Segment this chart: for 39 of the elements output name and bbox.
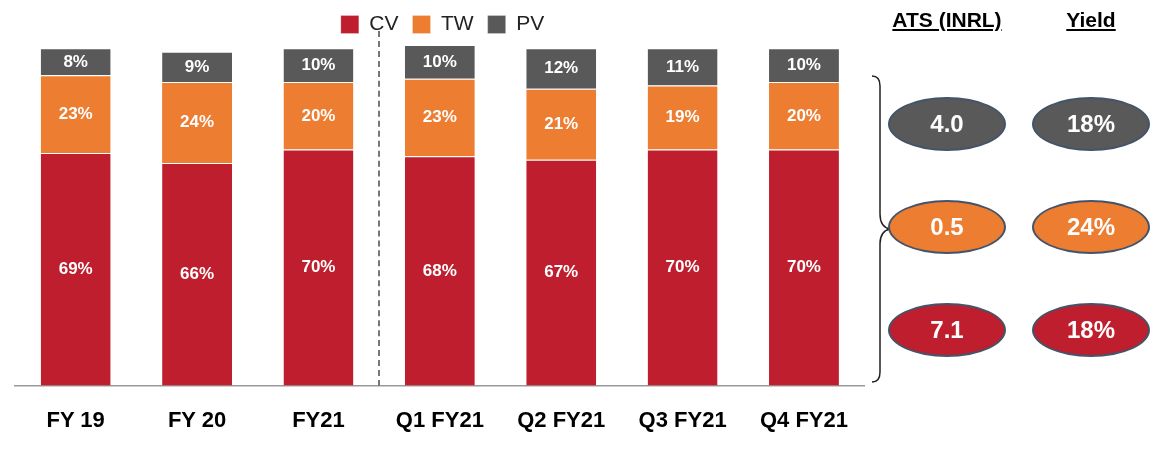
data-label: 66%: [180, 264, 215, 283]
data-label: 4.0: [888, 97, 1006, 151]
data-label: 10%: [422, 51, 457, 71]
legend-label: CV: [369, 11, 399, 35]
data-label: 67%: [544, 262, 579, 282]
data-label: 9%: [184, 56, 210, 76]
data-label: 68%: [422, 260, 457, 280]
x-tick-label: Q1 FY21: [395, 406, 484, 432]
data-label: 10%: [786, 54, 821, 74]
data-label: 21%: [544, 113, 579, 133]
data-label: 8%: [63, 51, 88, 71]
data-label: 70%: [786, 257, 821, 277]
data-label: 24%: [180, 112, 215, 132]
data-label: 12%: [544, 58, 579, 78]
legend-label: PV: [516, 11, 545, 35]
x-tick-label: FY21: [292, 406, 345, 432]
data-label: 19%: [665, 107, 700, 127]
data-label: 20%: [301, 105, 336, 125]
data-label: 11%: [666, 56, 700, 76]
category-label: Yield: [1065, 8, 1117, 32]
x-tick-label: Q3 FY21: [638, 406, 727, 432]
data-label: 69%: [58, 258, 93, 278]
data-label: 70%: [665, 257, 700, 277]
category-label: ATS (INRL): [891, 8, 1003, 32]
legend-label: TW: [441, 11, 474, 35]
x-tick-label: Q2 FY21: [517, 406, 606, 432]
x-tick-label: Q4 FY21: [759, 406, 848, 432]
x-tick-label: FY 19: [46, 406, 105, 432]
data-label: 18%: [1032, 303, 1150, 357]
data-label: 24%: [1032, 200, 1150, 254]
data-label: 70%: [301, 257, 336, 277]
data-label: 7.1: [888, 303, 1006, 357]
data-label: 0.5: [888, 200, 1006, 254]
data-label: 10%: [301, 54, 336, 74]
data-label: 23%: [58, 103, 93, 123]
data-label: 20%: [786, 105, 821, 125]
data-label: 18%: [1032, 97, 1150, 151]
x-tick-label: FY 20: [167, 406, 227, 432]
data-label: 23%: [422, 107, 457, 127]
